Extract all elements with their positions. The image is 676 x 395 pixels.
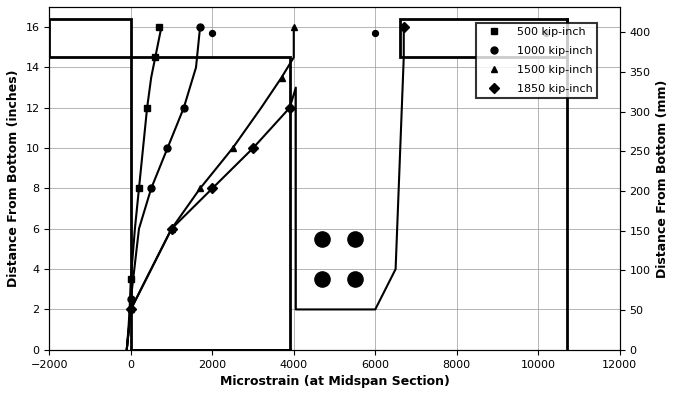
Polygon shape: [400, 19, 566, 57]
1850 kip-inch: [168, 226, 176, 231]
Polygon shape: [49, 19, 131, 57]
1000 kip-inch: [127, 297, 135, 302]
Polygon shape: [131, 57, 290, 350]
1500 kip-inch: [196, 186, 204, 191]
1000 kip-inch: [180, 105, 188, 110]
1500 kip-inch: [228, 146, 237, 150]
1850 kip-inch: [286, 105, 294, 110]
Point: [349, 276, 360, 282]
X-axis label: Microstrain (at Midspan Section): Microstrain (at Midspan Section): [220, 375, 450, 388]
Line: 1000 kip-inch: 1000 kip-inch: [127, 24, 203, 303]
Line: 500 kip-inch: 500 kip-inch: [127, 24, 163, 283]
Point: [207, 30, 218, 36]
Legend: 500 kip-inch, 1000 kip-inch, 1500 kip-inch, 1850 kip-inch: 500 kip-inch, 1000 kip-inch, 1500 kip-in…: [476, 23, 597, 98]
Point: [541, 30, 552, 36]
Line: 1850 kip-inch: 1850 kip-inch: [127, 24, 407, 313]
1850 kip-inch: [127, 307, 135, 312]
Point: [317, 276, 328, 282]
1500 kip-inch: [127, 307, 135, 312]
Point: [349, 236, 360, 242]
1000 kip-inch: [164, 146, 172, 150]
500 kip-inch: [127, 277, 135, 282]
500 kip-inch: [143, 105, 151, 110]
1000 kip-inch: [196, 25, 204, 30]
Line: 1500 kip-inch: 1500 kip-inch: [127, 24, 297, 313]
1850 kip-inch: [400, 25, 408, 30]
500 kip-inch: [151, 55, 160, 60]
Point: [317, 236, 328, 242]
1000 kip-inch: [147, 186, 155, 191]
1500 kip-inch: [290, 25, 298, 30]
Y-axis label: Distance From Bottom (mm): Distance From Bottom (mm): [656, 79, 669, 278]
1850 kip-inch: [208, 186, 216, 191]
500 kip-inch: [155, 25, 164, 30]
Point: [370, 30, 381, 36]
1500 kip-inch: [168, 226, 176, 231]
500 kip-inch: [135, 186, 143, 191]
Y-axis label: Distance From Bottom (inches): Distance From Bottom (inches): [7, 70, 20, 287]
1500 kip-inch: [277, 75, 285, 80]
1850 kip-inch: [249, 146, 257, 150]
